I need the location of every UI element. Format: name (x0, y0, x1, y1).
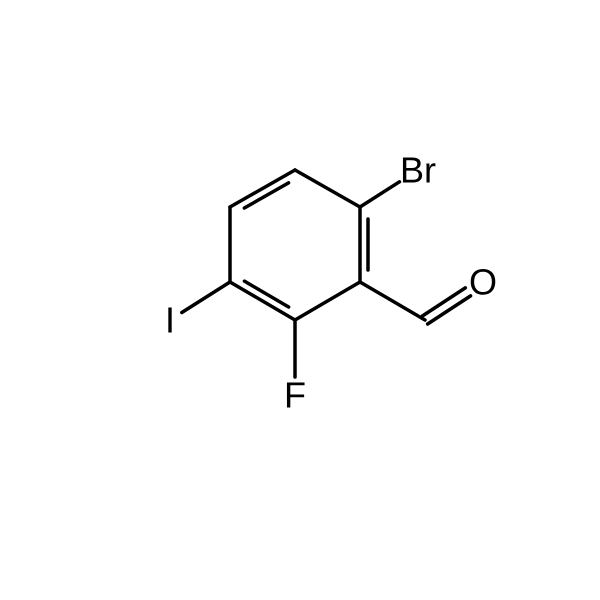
atom-label-o: O (469, 262, 497, 303)
atom-label-br: Br (400, 150, 436, 191)
molecule-diagram: Br O F I (0, 0, 600, 600)
atom-label-i: I (165, 300, 175, 341)
atom-label-f: F (284, 375, 306, 416)
